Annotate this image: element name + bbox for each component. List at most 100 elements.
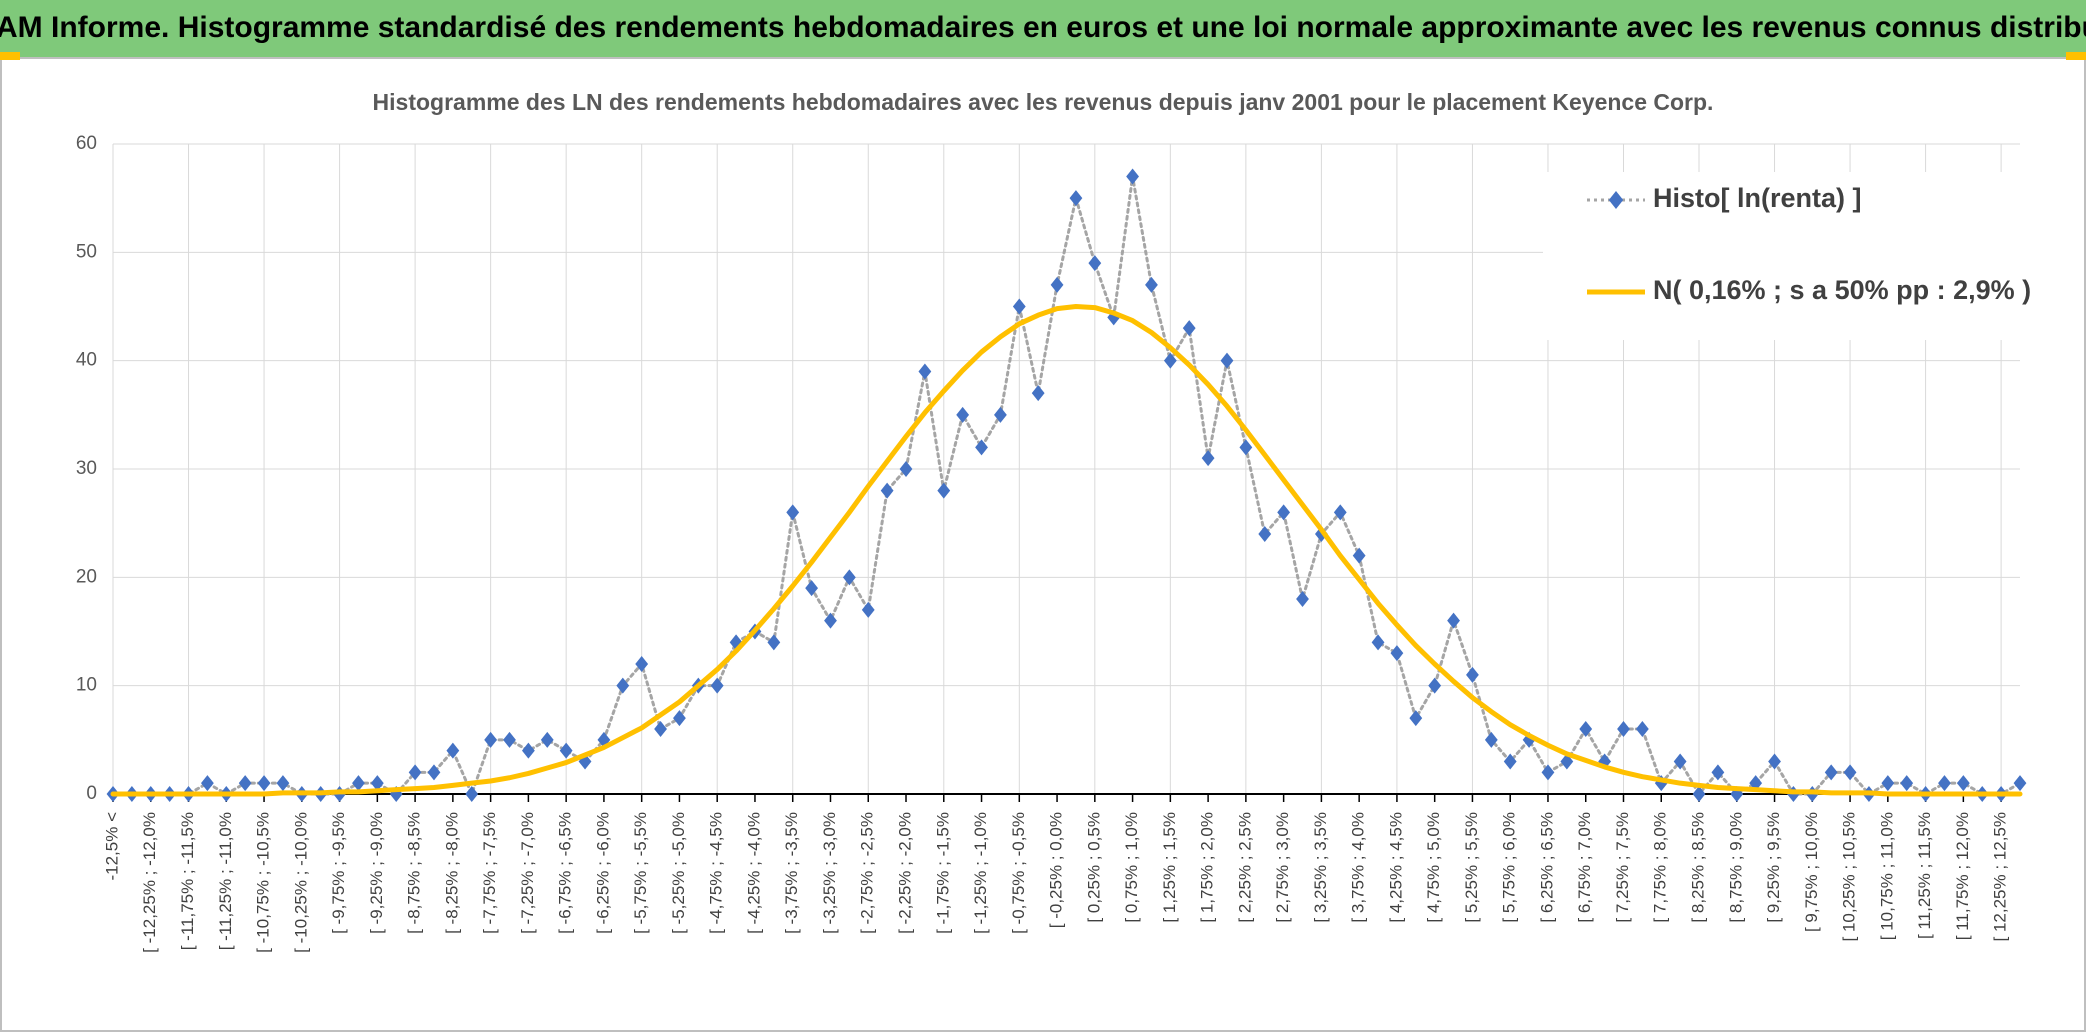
- data-point: [616, 677, 630, 694]
- x-tick-label: [ 11,25% ; 11,5%: [1915, 812, 1934, 939]
- data-point: [1484, 731, 1498, 748]
- x-tick-label: [ 9,75% ; 10,0%: [1802, 812, 1821, 932]
- data-point: [1843, 764, 1857, 781]
- x-tick-label: [ -10,25% ; -10,0%: [291, 812, 310, 953]
- x-tick-label: [ -7,25% ; -7,0%: [518, 812, 537, 934]
- data-point: [408, 764, 422, 781]
- series-line: [110, 304, 2023, 797]
- x-tick-label: -12,5% <: [102, 812, 121, 881]
- x-tick-label: [ 12,25% ; 12,5%: [1991, 812, 2010, 941]
- x-tick-label: [ -12,25% ; -12,0%: [140, 812, 159, 953]
- data-point: [257, 775, 271, 792]
- x-tick-label: [ -2,75% ; -2,5%: [858, 812, 877, 934]
- data-point: [503, 731, 516, 748]
- data-point: [1069, 190, 1083, 207]
- y-tick-label: 10: [76, 675, 97, 696]
- data-point: [1617, 721, 1630, 737]
- data-point: [465, 786, 479, 802]
- data-point: [880, 482, 894, 499]
- chart-frame: [0, 57, 2086, 1032]
- x-tick-label: [ -7,75% ; -7,5%: [480, 812, 499, 934]
- data-point: [1409, 710, 1423, 727]
- x-tick-label: [ -3,75% ; -3,5%: [782, 812, 801, 934]
- x-tick-label: [ 9,25% ; 9,5%: [1764, 812, 1783, 923]
- data-point: [1541, 764, 1555, 781]
- y-tick-label: 50: [76, 241, 97, 262]
- x-tick-label: [ 10,75% ; 11,0%: [1877, 812, 1896, 940]
- data-point: [370, 775, 384, 792]
- data-point: [352, 775, 365, 792]
- data-point: [956, 406, 970, 423]
- data-point: [427, 764, 441, 781]
- data-point: [1239, 439, 1253, 456]
- x-tick-label: [ -4,25% ; -4,0%: [744, 812, 763, 934]
- x-tick-label: [ -0,25% ; 0,0%: [1047, 812, 1066, 928]
- y-tick-label: 0: [86, 783, 97, 804]
- data-point: [1711, 764, 1725, 781]
- x-tick-label: [ -11,25% ; -11,0%: [216, 812, 235, 950]
- data-point: [2013, 775, 2027, 792]
- x-tick-label: [ -9,75% ; -9,5%: [329, 812, 348, 934]
- data-point: [937, 482, 951, 499]
- data-point: [238, 775, 252, 792]
- x-tick-label: [ -1,25% ; -1,0%: [971, 812, 990, 934]
- x-tick-label: [ -1,75% ; -1,5%: [933, 812, 952, 934]
- x-tick-label: [ 0,25% ; 0,5%: [1084, 812, 1103, 923]
- y-tick-label: 20: [76, 566, 97, 587]
- x-tick-label: [ -11,75% ; -11,5%: [178, 812, 197, 950]
- y-tick-label: 60: [76, 133, 97, 154]
- data-point: [540, 731, 554, 748]
- data-point: [1428, 677, 1442, 694]
- x-tick-label: [ -10,75% ; -10,5%: [254, 812, 273, 953]
- y-tick-label: 40: [76, 350, 97, 371]
- data-point: [1088, 255, 1102, 272]
- data-point: [1881, 775, 1895, 792]
- data-point: [1258, 526, 1272, 542]
- data-point: [1107, 309, 1121, 326]
- x-tick-label: [ -3,25% ; -3,0%: [820, 812, 839, 934]
- data-point: [559, 742, 573, 759]
- legend-marker: [1608, 191, 1624, 209]
- data-point: [484, 731, 498, 748]
- x-tick-label: [ 1,75% ; 2,0%: [1198, 812, 1217, 923]
- x-tick-label: [ 2,75% ; 3,0%: [1273, 812, 1292, 923]
- data-point: [1824, 764, 1838, 781]
- data-point: [1012, 298, 1026, 315]
- x-tick-label: [ -8,25% ; -8,0%: [442, 812, 461, 934]
- x-tick-label: [ 5,25% ; 5,5%: [1462, 812, 1481, 923]
- data-point: [521, 742, 535, 759]
- legend-label: N( 0,16% ; s a 50% pp : 2,9% ): [1653, 275, 2031, 305]
- data-point: [673, 710, 686, 727]
- data-point: [1447, 612, 1460, 629]
- x-tick-label: [ 6,25% ; 6,5%: [1537, 812, 1556, 923]
- data-point: [1598, 753, 1612, 770]
- data-point: [1163, 352, 1177, 369]
- x-tick-label: [ -0,75% ; -0,5%: [1009, 812, 1028, 934]
- data-point: [1466, 666, 1479, 683]
- x-tick-label: [ 3,75% ; 4,0%: [1349, 812, 1368, 923]
- corner-accent: [2066, 52, 2086, 60]
- y-tick-label: 30: [76, 458, 97, 479]
- data-point: [1560, 753, 1574, 770]
- data-point: [446, 742, 460, 759]
- data-point: [1371, 634, 1385, 651]
- x-tick-label: [ -6,25% ; -6,0%: [593, 812, 612, 934]
- data-point: [1277, 504, 1291, 521]
- x-tick-label: [ 4,75% ; 5,0%: [1424, 812, 1443, 923]
- x-tick-label: [ -6,75% ; -6,5%: [556, 812, 575, 934]
- data-point: [824, 612, 837, 629]
- x-tick-label: [ 8,25% ; 8,5%: [1689, 812, 1708, 923]
- x-tick-label: [ -9,25% ; -9,0%: [367, 812, 386, 934]
- data-point: [1654, 775, 1668, 792]
- x-tick-label: [ 4,25% ; 4,5%: [1386, 812, 1405, 923]
- data-point: [1296, 591, 1309, 607]
- data-point: [1145, 276, 1158, 293]
- chart-title: Histogramme des LN des rendements hebdom…: [373, 89, 1714, 115]
- data-point: [1692, 786, 1706, 802]
- data-point: [635, 656, 649, 672]
- page-title: ADAM Informe. Histogramme standardisé de…: [0, 11, 2086, 44]
- data-point: [1352, 547, 1366, 564]
- data-point: [1768, 753, 1781, 770]
- x-tick-label: [ 8,75% ; 9,0%: [1726, 812, 1745, 923]
- data-point: [1333, 504, 1347, 521]
